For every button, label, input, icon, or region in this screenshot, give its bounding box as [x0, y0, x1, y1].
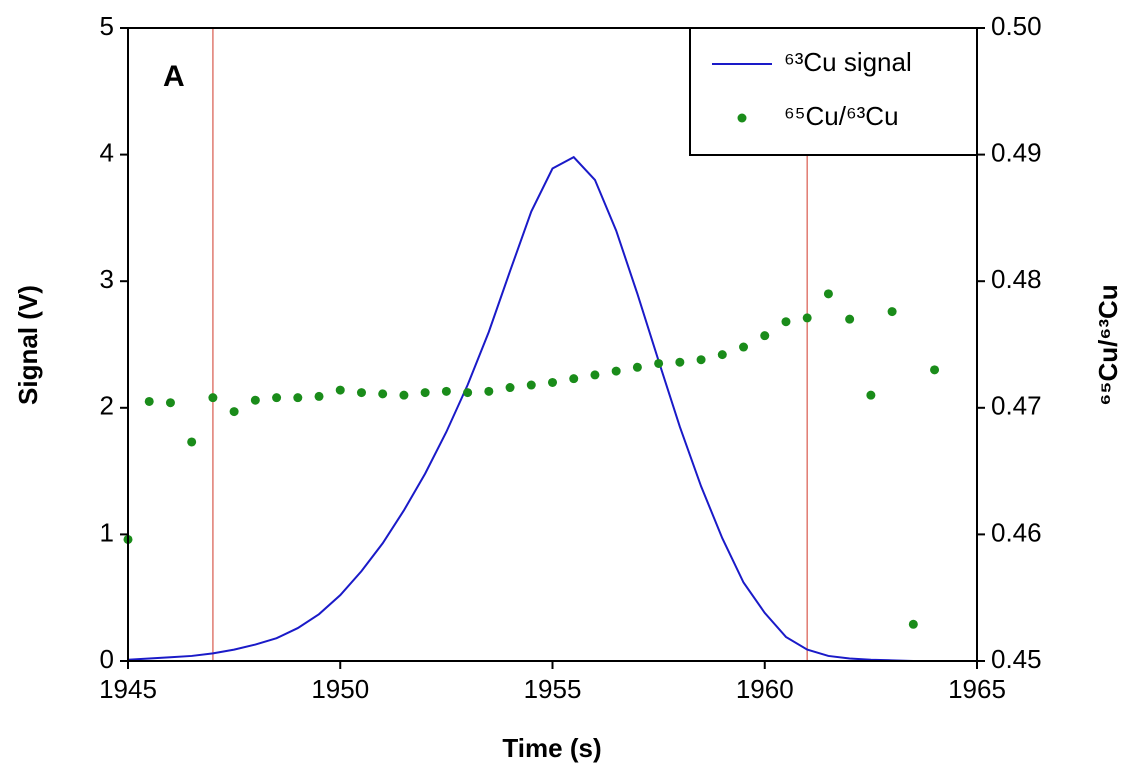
ratio-point: [866, 390, 876, 400]
ratio-point: [144, 396, 154, 406]
ratio-point: [569, 374, 579, 384]
ratio-point: [420, 388, 430, 398]
y2-tick-label: 0.46: [991, 517, 1042, 547]
ratio-point: [908, 619, 918, 629]
ratio-point: [335, 385, 345, 395]
x-axis-label: Time (s): [502, 733, 601, 763]
x-tick-label: 1950: [311, 674, 369, 704]
ratio-point: [272, 393, 282, 403]
ratio-point: [208, 393, 218, 403]
ratio-point: [590, 370, 600, 380]
ratio-point: [717, 350, 727, 360]
ratio-point: [441, 386, 451, 396]
y2-tick-label: 0.48: [991, 264, 1042, 294]
ratio-point: [548, 377, 557, 387]
ratio-point: [293, 393, 303, 403]
x-tick-label: 1955: [524, 674, 582, 704]
y2-tick-label: 0.45: [991, 644, 1042, 674]
y-tick-label: 3: [100, 264, 114, 294]
signal-line: [127, 155, 977, 662]
y2-tick-label: 0.47: [991, 391, 1042, 421]
y2-axis-label: ⁶⁵Cu/⁶³Cu: [1093, 284, 1123, 405]
ratio-point: [887, 307, 897, 317]
ratio-point: [611, 366, 621, 376]
ratio-point: [632, 362, 642, 372]
ratio-point: [314, 391, 324, 401]
x-tick-label: 1945: [99, 674, 157, 704]
legend-box: [689, 27, 978, 156]
ratio-point: [654, 358, 664, 368]
y2-tick-label: 0.49: [991, 137, 1042, 167]
ratio-point: [823, 289, 833, 299]
ratio-point: [484, 386, 494, 396]
ratio-point: [505, 383, 515, 393]
ratio-point: [463, 388, 473, 398]
ratio-point: [845, 314, 855, 324]
legend-swatch: [737, 113, 747, 123]
legend-label: ⁶³Cu signal: [784, 47, 912, 77]
plot-frame: [127, 27, 978, 662]
y-tick-label: 5: [100, 11, 114, 41]
ratio-point: [356, 388, 366, 398]
ratio-point: [378, 389, 388, 399]
ratio-point: [760, 331, 770, 341]
y-tick-label: 2: [100, 391, 114, 421]
ratio-point: [802, 313, 812, 323]
ratio-point: [675, 357, 685, 367]
ratio-point: [696, 355, 706, 365]
legend-label: ⁶⁵Cu/⁶³Cu: [784, 101, 899, 131]
ratio-point: [781, 317, 791, 327]
ratio-point: [739, 342, 749, 352]
ratio-point: [930, 365, 940, 375]
ratio-point: [165, 398, 175, 408]
ratio-point: [526, 380, 536, 390]
y-axis-label: Signal (V): [13, 285, 43, 405]
y2-tick-label: 0.50: [991, 11, 1042, 41]
ratio-point: [250, 395, 260, 405]
x-tick-label: 1960: [736, 674, 794, 704]
x-tick-label: 1965: [948, 674, 1006, 704]
ratio-point: [399, 390, 409, 400]
ratio-point: [229, 407, 239, 417]
y-tick-label: 4: [100, 137, 114, 167]
y-tick-label: 0: [100, 644, 114, 674]
ratio-point: [187, 437, 197, 447]
y-tick-label: 1: [100, 517, 114, 547]
panel-label: A: [163, 60, 185, 93]
